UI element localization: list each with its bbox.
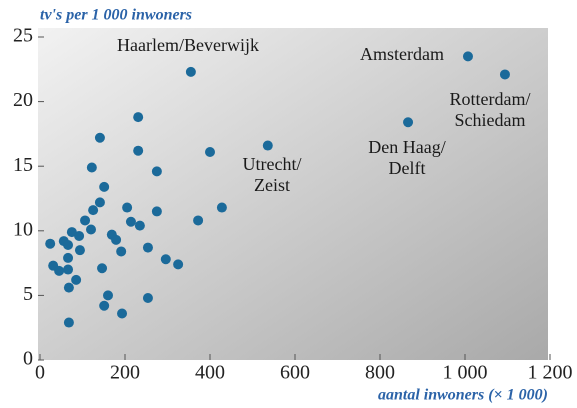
point bbox=[133, 145, 144, 156]
point bbox=[151, 206, 162, 217]
point bbox=[63, 264, 74, 275]
point bbox=[99, 181, 110, 192]
point bbox=[133, 112, 144, 123]
point bbox=[262, 140, 273, 151]
point bbox=[45, 238, 56, 249]
point bbox=[74, 230, 85, 241]
annotation: Amsterdam bbox=[360, 44, 444, 64]
point bbox=[185, 66, 196, 77]
point bbox=[193, 215, 204, 226]
point bbox=[63, 252, 74, 263]
annotation: Zeist bbox=[254, 175, 290, 195]
point bbox=[63, 240, 74, 251]
point bbox=[99, 300, 110, 311]
x-tick-label: 1 200 bbox=[528, 362, 573, 384]
x-tick-label: 1 000 bbox=[443, 362, 488, 384]
point bbox=[205, 146, 215, 157]
x-tick-label: 200 bbox=[110, 362, 140, 384]
point bbox=[63, 282, 74, 293]
point bbox=[94, 132, 105, 143]
point bbox=[403, 117, 414, 128]
annotation: Schiedam bbox=[455, 110, 526, 130]
point bbox=[54, 265, 65, 276]
point bbox=[86, 224, 96, 235]
point bbox=[97, 263, 108, 274]
point bbox=[160, 254, 171, 265]
y-tick-label: 20 bbox=[13, 89, 33, 111]
point bbox=[134, 220, 145, 231]
annotation: Delft bbox=[389, 158, 426, 178]
point bbox=[63, 317, 74, 328]
annotation: Rotterdam/ bbox=[450, 89, 531, 109]
point bbox=[88, 205, 99, 216]
x-axis-title: aantal inwoners (× 1 000) bbox=[378, 387, 548, 404]
point bbox=[173, 259, 184, 270]
y-tick-label: 10 bbox=[13, 218, 33, 240]
y-tick-label: 5 bbox=[23, 283, 33, 305]
y-tick-label: 15 bbox=[13, 154, 33, 176]
chart-title: tv's per 1 000 inwoners bbox=[40, 7, 192, 24]
point bbox=[116, 246, 127, 257]
y-tick-label: 0 bbox=[23, 348, 33, 370]
plot-area bbox=[38, 28, 548, 360]
annotation: Utrecht/ bbox=[243, 154, 302, 174]
point bbox=[86, 162, 97, 173]
point bbox=[71, 274, 82, 285]
x-tick-label: 600 bbox=[280, 362, 310, 384]
point bbox=[125, 216, 136, 227]
point bbox=[462, 51, 473, 62]
point bbox=[499, 69, 510, 80]
x-tick-label: 800 bbox=[365, 362, 395, 384]
x-tick-label: 0 bbox=[35, 362, 45, 384]
point bbox=[117, 308, 128, 319]
point bbox=[216, 202, 227, 213]
annotation: Den Haag/ bbox=[368, 137, 445, 157]
point bbox=[151, 166, 162, 177]
point bbox=[80, 215, 91, 226]
point bbox=[103, 290, 113, 301]
y-tick-label: 25 bbox=[13, 25, 33, 47]
point bbox=[74, 245, 85, 256]
point bbox=[122, 202, 133, 213]
x-tick-label: 400 bbox=[195, 362, 225, 384]
point bbox=[94, 197, 105, 208]
point bbox=[142, 292, 153, 303]
annotation: Haarlem/Beverwijk bbox=[117, 35, 259, 55]
point bbox=[142, 242, 153, 253]
point bbox=[111, 234, 122, 245]
